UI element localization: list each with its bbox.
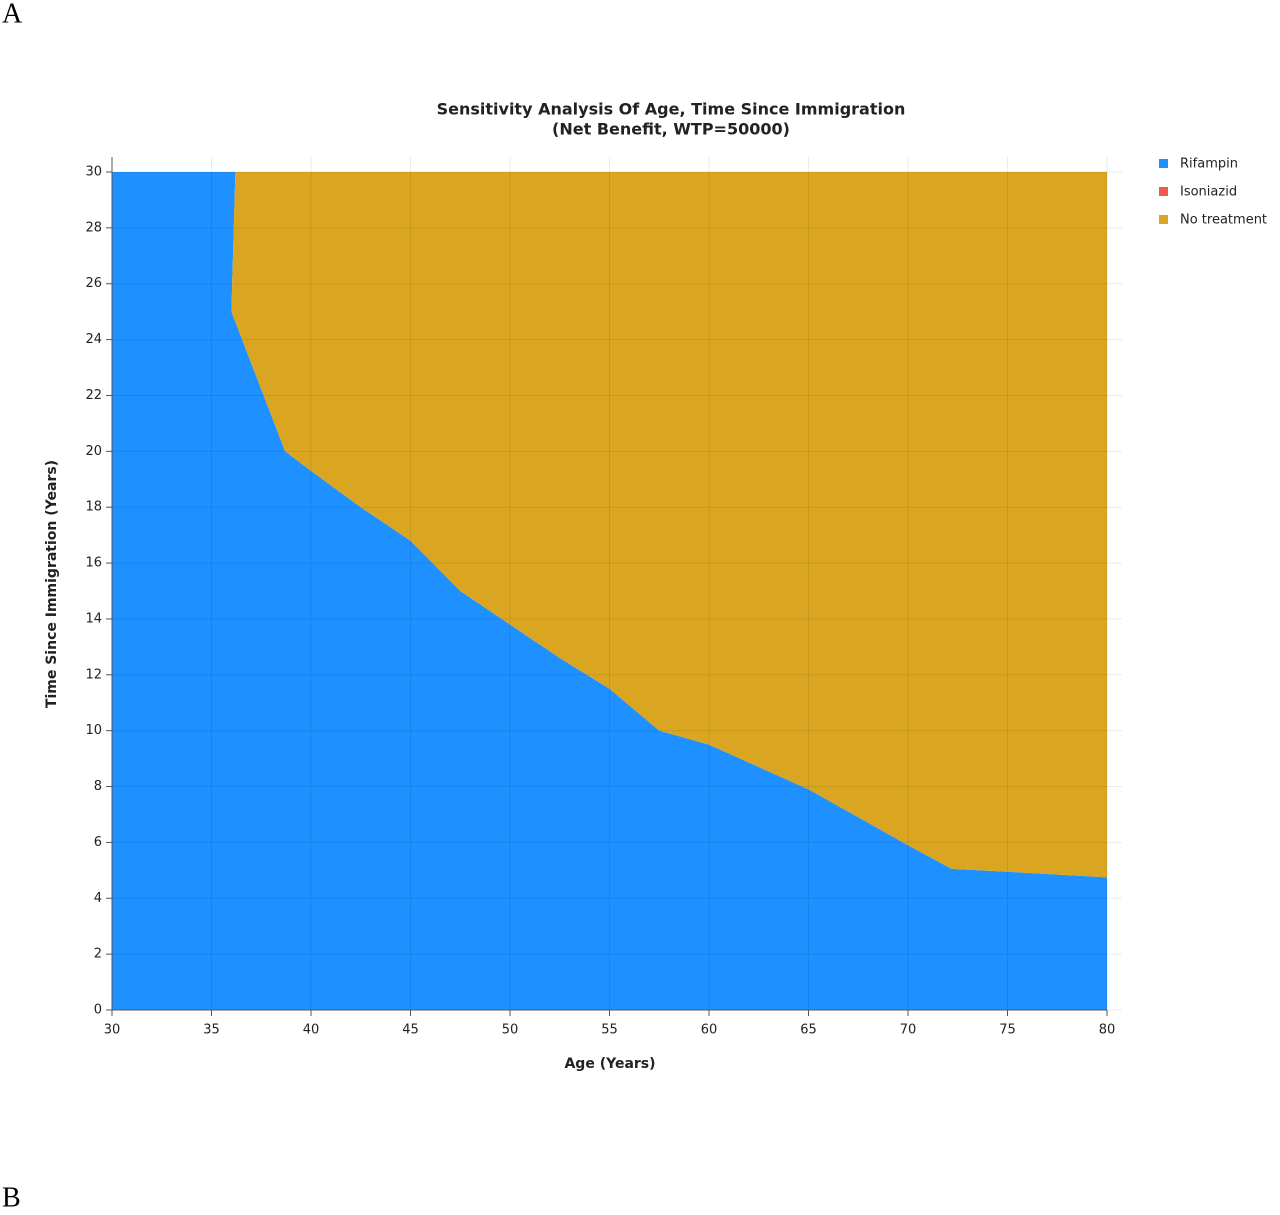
legend-swatch xyxy=(1159,187,1168,196)
y-tick-label: 18 xyxy=(85,500,102,515)
legend-label: No treatment xyxy=(1180,213,1267,228)
y-tick-label: 14 xyxy=(85,611,102,626)
y-tick-label: 16 xyxy=(85,556,102,571)
panel-label: B xyxy=(2,1182,21,1213)
x-axis-label: Age (Years) xyxy=(564,1056,655,1072)
x-tick-label: 35 xyxy=(203,1023,220,1038)
area xyxy=(112,172,1107,1010)
y-tick-label: 28 xyxy=(85,220,102,235)
x-tick-label: 60 xyxy=(701,1023,718,1038)
legend-swatch xyxy=(1159,159,1168,168)
y-tick-label: 20 xyxy=(85,444,102,459)
legend-label: Isoniazid xyxy=(1180,185,1237,200)
x-tick-label: 50 xyxy=(502,1023,519,1038)
y-tick-label: 6 xyxy=(94,835,102,850)
legend-swatch xyxy=(1159,215,1168,224)
x-tick-label: 70 xyxy=(900,1023,917,1038)
x-tick-label: 30 xyxy=(104,1023,121,1038)
y-tick-label: 0 xyxy=(94,1003,102,1018)
y-tick-label: 26 xyxy=(85,276,102,291)
x-tick-label: 65 xyxy=(800,1023,817,1038)
legend-label: Rifampin xyxy=(1180,157,1238,172)
y-tick-label: 10 xyxy=(85,723,102,738)
panel-label: A xyxy=(2,0,23,29)
chart-title: Sensitivity Analysis Of Age, Time Since … xyxy=(437,100,906,119)
chart-subtitle: (Net Benefit, WTP=50000) xyxy=(552,120,790,139)
x-tick-label: 75 xyxy=(999,1023,1016,1038)
y-tick-label: 2 xyxy=(94,947,102,962)
y-tick-label: 22 xyxy=(85,388,102,403)
x-tick-label: 40 xyxy=(303,1023,320,1038)
x-tick-label: 80 xyxy=(1099,1023,1116,1038)
y-tick-label: 12 xyxy=(85,667,102,682)
y-tick-label: 4 xyxy=(94,891,102,906)
area xyxy=(112,172,1107,878)
y-tick-label: 8 xyxy=(94,779,102,794)
y-axis-label: Time Since Immigration (Years) xyxy=(44,460,60,708)
y-tick-label: 30 xyxy=(85,165,102,180)
x-tick-label: 45 xyxy=(402,1023,419,1038)
y-tick-label: 24 xyxy=(85,332,102,347)
x-tick-label: 55 xyxy=(601,1023,618,1038)
